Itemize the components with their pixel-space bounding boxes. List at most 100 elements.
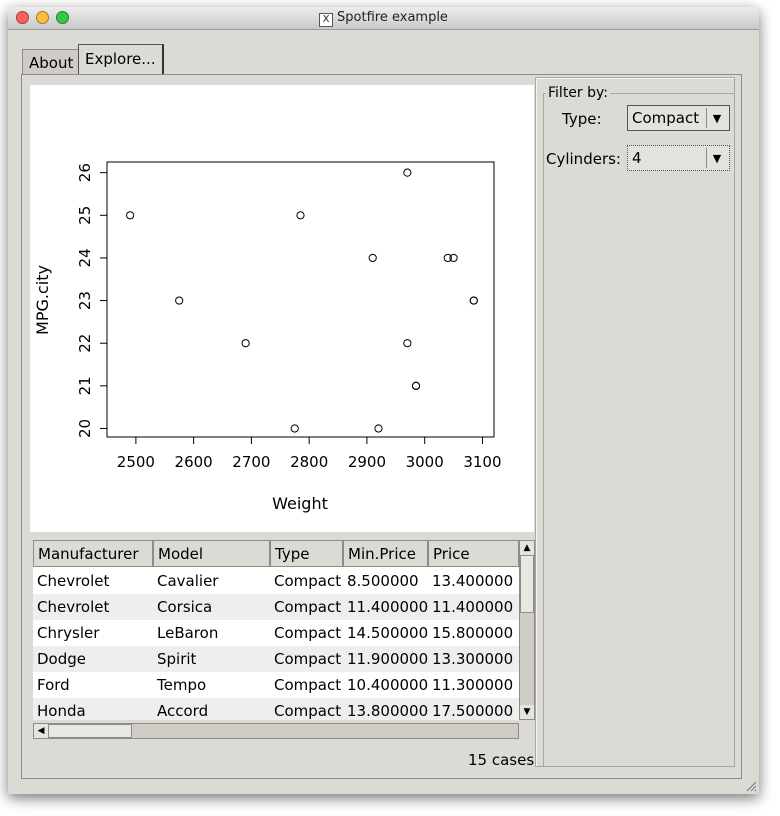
cell-type: Compact (274, 598, 342, 616)
table-row[interactable]: Chevrolet Corsica Compact 11.400000 11.4… (33, 594, 519, 620)
x-tick-label: 2600 (175, 453, 213, 471)
scatter-point (296, 211, 305, 220)
cell-model: LeBaron (157, 624, 219, 642)
column-header-min-price[interactable]: Min.Price (343, 540, 428, 567)
cell-type: Compact (274, 650, 342, 668)
column-header-manufacturer[interactable]: Manufacturer (33, 540, 153, 567)
y-tick-label: 23 (76, 291, 94, 310)
cell-price: 15.800000 (432, 624, 514, 642)
tab-explore-label: Explore... (85, 50, 156, 68)
horizontal-scroll-thumb[interactable] (48, 724, 132, 738)
type-filter-value: Compact (632, 109, 700, 127)
chevron-down-icon[interactable]: ▼ (706, 148, 727, 168)
cell-min-price: 10.400000 (347, 676, 429, 694)
column-header-type[interactable]: Type (270, 540, 343, 567)
tab-about-label: About (29, 54, 74, 72)
cell-min-price: 11.900000 (347, 650, 429, 668)
cell-manufacturer: Honda (37, 702, 86, 720)
y-tick-label: 24 (76, 248, 94, 267)
scroll-left-icon[interactable]: ◀ (34, 724, 48, 738)
scroll-up-icon[interactable]: ▲ (520, 541, 534, 555)
cell-min-price: 13.800000 (347, 702, 429, 720)
cell-price: 17.500000 (432, 702, 514, 720)
table-row[interactable]: Dodge Spirit Compact 11.900000 13.300000 (33, 646, 519, 672)
y-axis-label: MPG.city (33, 265, 52, 335)
cell-price: 13.300000 (432, 650, 514, 668)
filter-group-label: Filter by: (546, 85, 610, 101)
cell-min-price: 14.500000 (347, 624, 429, 642)
y-tick-label: 22 (76, 334, 94, 353)
scatter-plot: 2500 2600 2700 2800 2900 3000 3100 20 21 22 23 24 2… (30, 85, 534, 532)
y-tick-label: 26 (76, 163, 94, 182)
cell-type: Compact (274, 676, 342, 694)
cell-min-price: 11.400000 (347, 598, 429, 616)
cell-type: Compact (274, 572, 342, 590)
cell-type: Compact (274, 624, 342, 642)
table-row[interactable]: Ford Tempo Compact 10.400000 11.300000 (33, 672, 519, 698)
scatter-point (411, 381, 421, 390)
cylinders-filter-select[interactable]: 4 ▼ (627, 145, 730, 171)
cell-model: Tempo (157, 676, 207, 694)
table-row[interactable]: Chevrolet Cavalier Compact 8.500000 13.4… (33, 568, 519, 594)
table-row[interactable]: Honda Accord Compact 13.800000 17.500000 (33, 698, 519, 720)
x-tick-label: 2900 (348, 453, 386, 471)
x-tick-label: 3100 (463, 453, 501, 471)
cell-manufacturer: Chrysler (37, 624, 100, 642)
scatter-point (126, 211, 135, 220)
zoom-button[interactable] (56, 11, 69, 24)
window-title-group: X Spotfire example (8, 10, 759, 27)
title-bar: X Spotfire example (8, 7, 759, 30)
x11-icon: X (319, 13, 334, 27)
data-table[interactable]: Manufacturer Model Type Min.Price Price … (33, 540, 519, 720)
tab-about[interactable]: About (22, 49, 81, 75)
column-header-price[interactable]: Price (428, 540, 519, 567)
plot-frame (106, 161, 495, 438)
cell-min-price: 8.500000 (347, 572, 419, 590)
scatter-point (449, 253, 458, 263)
chevron-down-icon[interactable]: ▼ (706, 108, 727, 128)
cell-manufacturer: Dodge (37, 650, 86, 668)
y-tick-label: 25 (76, 206, 94, 225)
cell-price: 11.400000 (432, 598, 514, 616)
resize-grip-icon[interactable] (745, 780, 757, 792)
window-title: Spotfire example (337, 10, 448, 25)
filter-group-box (543, 93, 735, 767)
scatter-point (403, 339, 412, 348)
cell-model: Spirit (157, 650, 197, 668)
scatter-point (443, 253, 452, 263)
type-filter-select[interactable]: Compact ▼ (627, 105, 730, 131)
close-button[interactable] (16, 11, 29, 24)
tab-explore[interactable]: Explore... (78, 44, 164, 75)
vertical-scroll-thumb[interactable] (520, 555, 534, 613)
x-tick-label: 2500 (117, 453, 155, 471)
cell-model: Cavalier (157, 572, 219, 590)
cell-model: Corsica (157, 598, 213, 616)
scatter-point (368, 253, 377, 263)
scatter-point (403, 168, 412, 177)
case-count: 15 cases (468, 751, 535, 769)
app-window: X Spotfire example About Explore... 2500 2… (8, 7, 759, 794)
x-tick-label: 2800 (290, 453, 328, 471)
cell-price: 11.300000 (432, 676, 514, 694)
scatter-point (290, 424, 299, 433)
table-vertical-scrollbar[interactable]: ▲ ▼ (519, 540, 535, 720)
tab-panel (21, 74, 742, 779)
scatter-point (241, 339, 250, 348)
cell-manufacturer: Chevrolet (37, 598, 110, 616)
cylinders-filter-label: Cylinders: (546, 150, 621, 168)
x-tick-label: 3000 (406, 453, 444, 471)
column-header-model[interactable]: Model (153, 540, 270, 567)
type-filter-label: Type: (562, 110, 602, 128)
x-axis-label: Weight (272, 494, 328, 513)
table-horizontal-scrollbar[interactable]: ◀ (33, 723, 519, 739)
scatter-point (469, 296, 478, 305)
scroll-down-icon[interactable]: ▼ (520, 705, 534, 719)
cell-price: 13.400000 (432, 572, 514, 590)
cell-manufacturer: Chevrolet (37, 572, 110, 590)
minimize-button[interactable] (36, 11, 49, 24)
scatter-point (175, 296, 184, 305)
cylinders-filter-value: 4 (632, 149, 642, 167)
table-row[interactable]: Chrysler LeBaron Compact 14.500000 15.80… (33, 620, 519, 646)
cell-model: Accord (157, 702, 209, 720)
y-tick-label: 20 (76, 419, 94, 438)
